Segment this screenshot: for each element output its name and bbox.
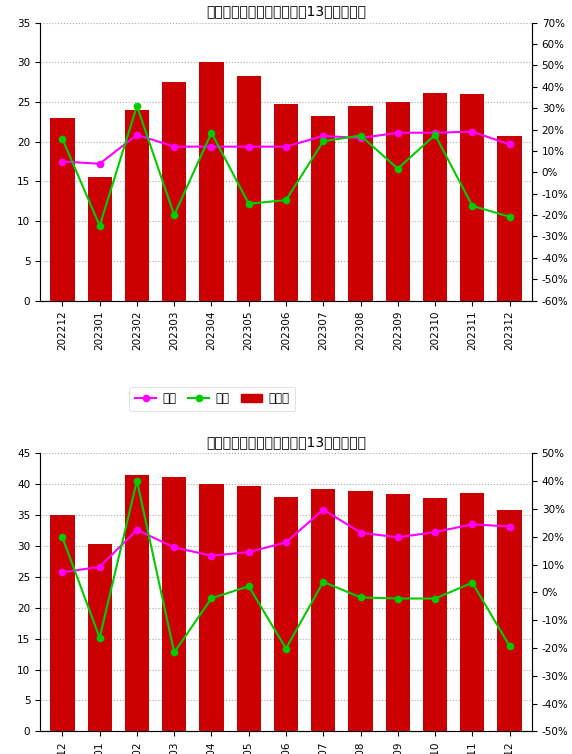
Bar <box>498 136 522 301</box>
Legend: 同比, 环比, 开工率: 同比, 环比, 开工率 <box>129 387 295 412</box>
Bar <box>348 491 372 731</box>
Bar <box>498 510 522 731</box>
Bar <box>88 177 112 301</box>
Bar <box>50 118 74 301</box>
Bar <box>88 544 112 731</box>
Bar <box>200 484 224 731</box>
Bar <box>237 76 261 301</box>
Bar <box>348 106 372 301</box>
Bar <box>460 493 484 731</box>
Bar <box>311 116 335 301</box>
Bar <box>386 102 410 301</box>
Bar <box>50 515 74 731</box>
Title: 中国棕刚玉全部生产商过去13个月开工率: 中国棕刚玉全部生产商过去13个月开工率 <box>206 5 366 19</box>
Bar <box>423 93 447 301</box>
Bar <box>386 494 410 731</box>
Bar <box>460 94 484 301</box>
Bar <box>311 489 335 731</box>
Bar <box>162 477 186 731</box>
Bar <box>237 486 261 731</box>
Bar <box>423 498 447 731</box>
Bar <box>274 103 298 301</box>
Bar <box>125 475 149 731</box>
Bar <box>200 63 224 301</box>
Title: 中国棕刚玉在产生产商过去13个月开工率: 中国棕刚玉在产生产商过去13个月开工率 <box>206 436 366 449</box>
Bar <box>274 498 298 731</box>
Bar <box>125 110 149 301</box>
Bar <box>162 82 186 301</box>
